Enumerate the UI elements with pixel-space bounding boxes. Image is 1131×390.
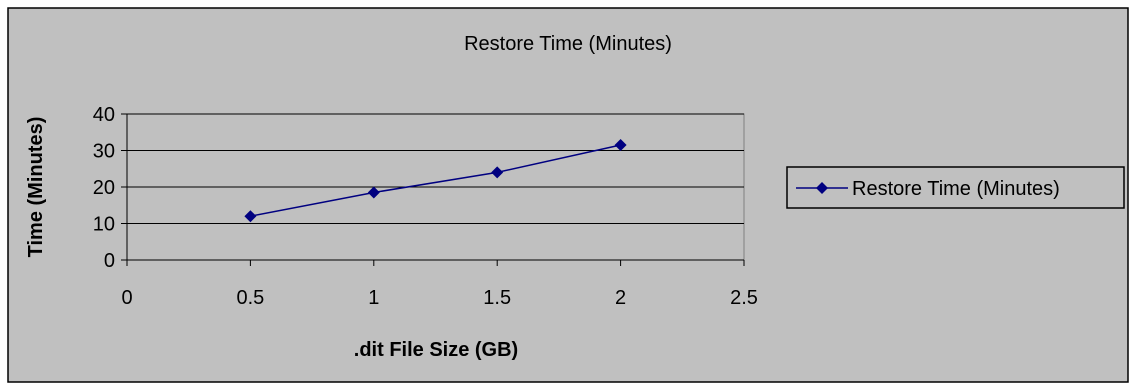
gridlines [127,113,744,224]
y-tick-label-10: 10 [93,214,115,236]
data-point-0.5 [244,210,257,223]
y-axis-tick-labels: 0 10 20 30 40 [93,104,115,272]
data-point-1 [367,186,380,199]
x-axis-label: .dit File Size (GB) [354,339,518,361]
y-axis-label: Time (Minutes) [25,117,47,258]
x-tick-label-2.5: 2.5 [730,287,758,309]
series-restore-time [244,139,627,223]
series-line-0 [250,144,621,217]
legend-label-restore-time: Restore Time (Minutes) [852,178,1060,200]
legend-diamond-marker [816,182,828,194]
x-tick-label-0.5: 0.5 [236,287,264,309]
x-tick-label-0: 0 [121,287,132,309]
data-point-1.5 [491,166,504,179]
x-tick-label-1.5: 1.5 [483,287,511,309]
y-tick-label-20: 20 [93,177,115,199]
y-tick-label-40: 40 [93,104,115,126]
chart-title: Restore Time (Minutes) [464,33,672,55]
y-tick-label-0: 0 [104,250,115,272]
x-tick-label-2: 2 [615,287,626,309]
legend: Restore Time (Minutes) [786,166,1125,209]
x-tick-label-1: 1 [368,287,379,309]
y-tick-label-30: 30 [93,141,115,163]
data-point-2 [614,139,627,152]
axes [121,113,745,266]
x-axis-tick-labels: 0 0.5 1 1.5 2 2.5 [121,287,757,309]
